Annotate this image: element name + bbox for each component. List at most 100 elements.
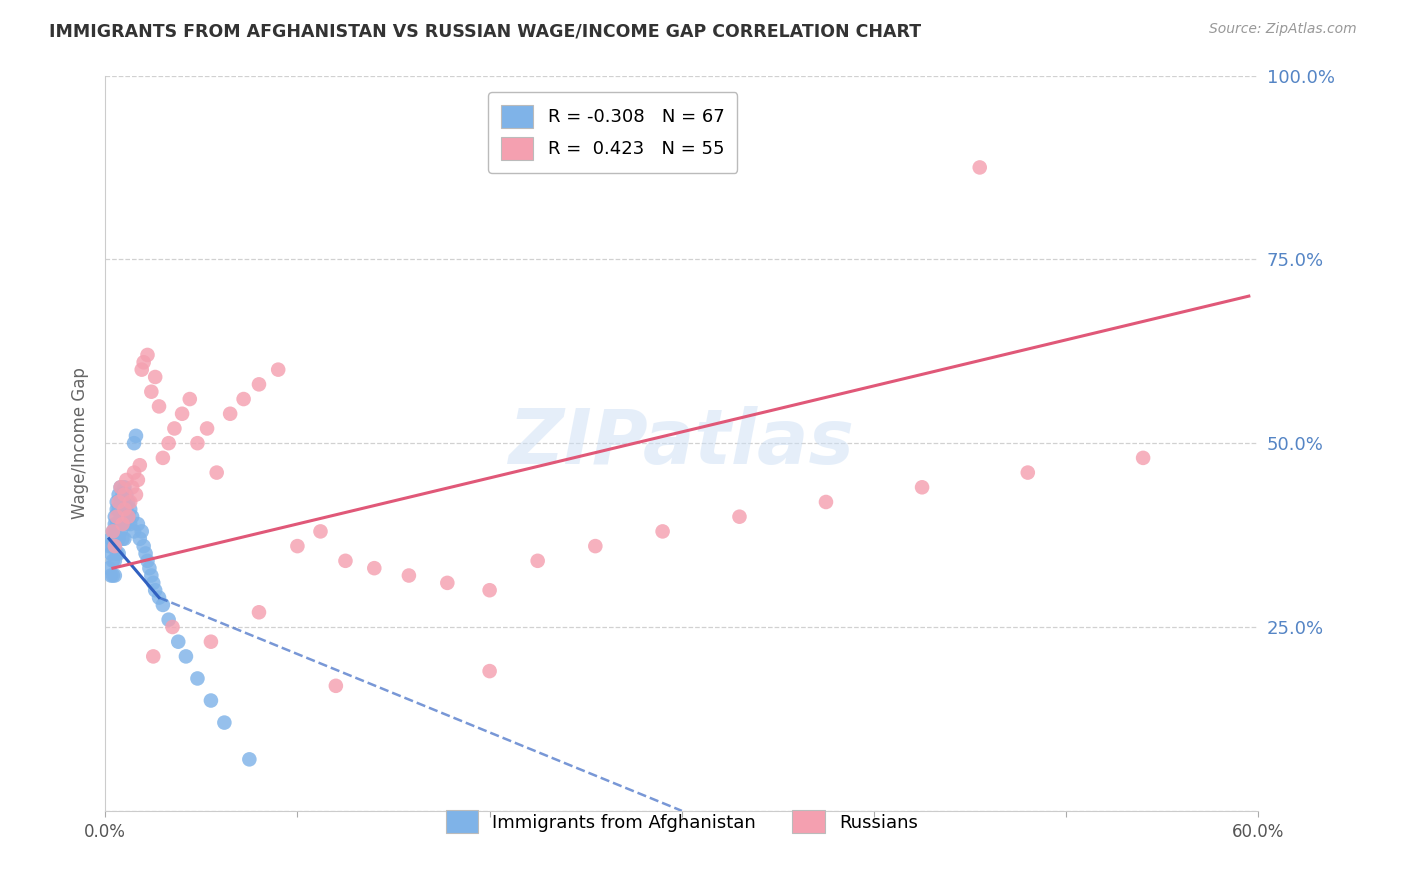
Point	[107, 495, 129, 509]
Point	[157, 436, 180, 450]
Point	[125, 429, 148, 443]
Text: IMMIGRANTS FROM AFGHANISTAN VS RUSSIAN WAGE/INCOME GAP CORRELATION CHART: IMMIGRANTS FROM AFGHANISTAN VS RUSSIAN W…	[49, 22, 921, 40]
Point	[105, 517, 128, 532]
Point	[104, 539, 127, 553]
Point	[121, 480, 143, 494]
Point	[115, 473, 138, 487]
Point	[105, 502, 128, 516]
Point	[104, 568, 127, 582]
Point	[205, 466, 228, 480]
Point	[247, 377, 270, 392]
Point	[107, 488, 129, 502]
Point	[101, 524, 124, 539]
Point	[101, 524, 124, 539]
Point	[110, 495, 132, 509]
Point	[167, 634, 190, 648]
Point	[138, 561, 160, 575]
Point	[115, 502, 138, 516]
Point	[114, 480, 136, 494]
Point	[110, 524, 132, 539]
Point	[98, 561, 121, 575]
Point	[122, 466, 145, 480]
Point	[325, 679, 347, 693]
Point	[163, 421, 186, 435]
Point	[110, 480, 132, 494]
Point	[98, 539, 121, 553]
Point	[174, 649, 197, 664]
Point	[114, 488, 136, 502]
Point	[238, 752, 260, 766]
Point	[100, 532, 122, 546]
Point	[120, 502, 142, 516]
Point	[132, 355, 155, 369]
Point	[121, 509, 143, 524]
Point	[110, 480, 132, 494]
Point	[135, 546, 157, 560]
Point	[105, 532, 128, 546]
Point	[141, 384, 163, 399]
Point	[105, 509, 128, 524]
Point	[117, 495, 139, 509]
Point	[1132, 450, 1154, 465]
Point	[104, 554, 127, 568]
Point	[127, 517, 149, 532]
Point	[107, 546, 129, 560]
Point	[478, 664, 501, 678]
Text: ZIPatlas: ZIPatlas	[509, 406, 855, 480]
Point	[214, 715, 236, 730]
Y-axis label: Wage/Income Gap: Wage/Income Gap	[72, 368, 89, 519]
Point	[172, 407, 194, 421]
Point	[111, 517, 134, 532]
Point	[117, 509, 139, 524]
Point	[728, 509, 751, 524]
Point	[911, 480, 934, 494]
Text: Source: ZipAtlas.com: Source: ZipAtlas.com	[1209, 22, 1357, 37]
Point	[148, 591, 170, 605]
Point	[115, 517, 138, 532]
Point	[104, 509, 127, 524]
Point	[114, 532, 136, 546]
Point	[136, 554, 159, 568]
Point	[111, 532, 134, 546]
Point	[309, 524, 332, 539]
Point	[141, 568, 163, 582]
Point	[436, 575, 458, 590]
Point	[120, 517, 142, 532]
Point	[111, 488, 134, 502]
Point	[104, 517, 127, 532]
Point	[526, 554, 548, 568]
Point	[122, 436, 145, 450]
Point	[583, 539, 606, 553]
Point	[148, 400, 170, 414]
Point	[111, 502, 134, 516]
Point	[105, 495, 128, 509]
Point	[104, 524, 127, 539]
Point	[107, 532, 129, 546]
Point	[127, 473, 149, 487]
Point	[107, 502, 129, 516]
Point	[114, 495, 136, 509]
Point	[128, 532, 150, 546]
Point	[232, 392, 254, 406]
Point	[363, 561, 385, 575]
Point	[247, 605, 270, 619]
Point	[122, 524, 145, 539]
Point	[142, 649, 165, 664]
Point	[219, 407, 242, 421]
Point	[186, 436, 208, 450]
Point	[152, 598, 174, 612]
Point	[131, 362, 153, 376]
Point	[111, 517, 134, 532]
Point	[125, 488, 148, 502]
Legend: Immigrants from Afghanistan, Russians: Immigrants from Afghanistan, Russians	[436, 801, 927, 842]
Point	[398, 568, 420, 582]
Point	[157, 613, 180, 627]
Point	[132, 539, 155, 553]
Point	[101, 568, 124, 582]
Point	[114, 502, 136, 516]
Point	[1017, 466, 1039, 480]
Point	[143, 370, 166, 384]
Point	[287, 539, 309, 553]
Point	[152, 450, 174, 465]
Point	[267, 362, 290, 376]
